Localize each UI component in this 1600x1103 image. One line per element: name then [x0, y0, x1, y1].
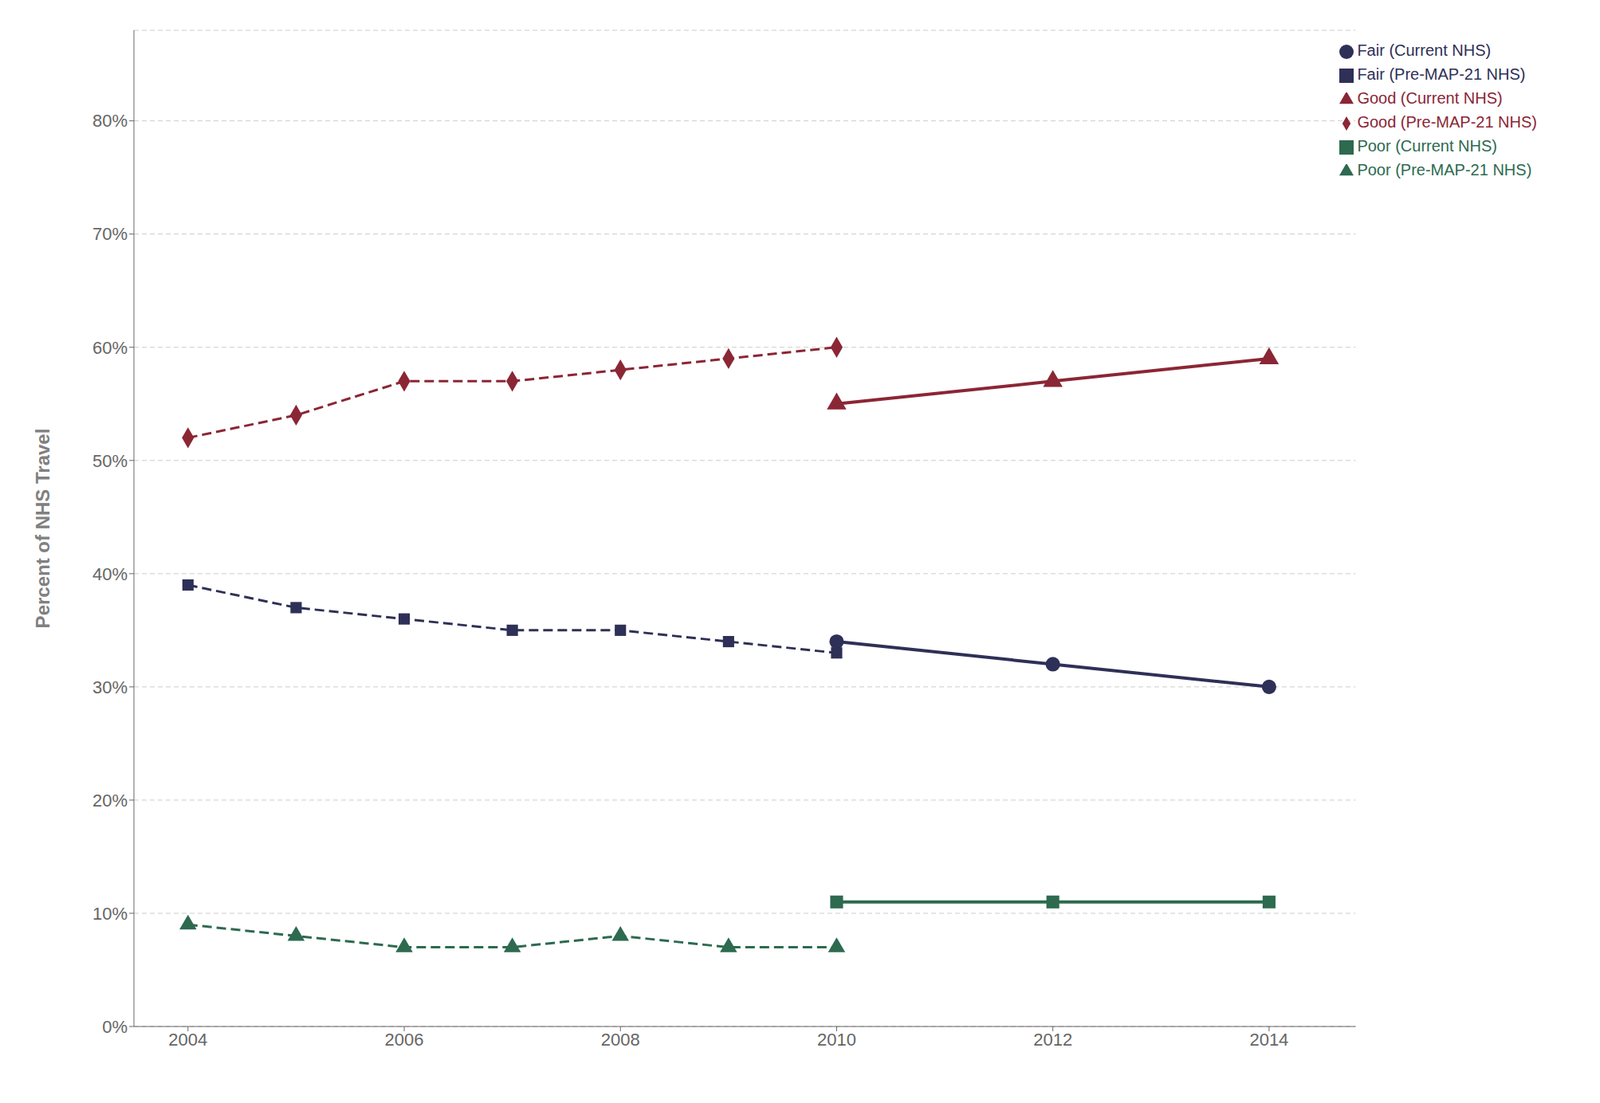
svg-text:2004: 2004 — [168, 1029, 208, 1050]
svg-text:10%: 10% — [92, 904, 128, 924]
svg-text:2010: 2010 — [817, 1029, 857, 1050]
svg-text:2014: 2014 — [1249, 1029, 1289, 1050]
svg-text:2012: 2012 — [1033, 1029, 1073, 1050]
svg-text:50%: 50% — [92, 451, 128, 472]
svg-text:20%: 20% — [92, 790, 128, 811]
svg-text:0%: 0% — [102, 1017, 128, 1038]
html-text:Poor (Pre-MAP-21 NHS): Poor (Pre-MAP-21 NHS) — [1357, 161, 1532, 179]
svg-text:2008: 2008 — [601, 1029, 641, 1050]
svg-text:30%: 30% — [92, 677, 128, 698]
svg-text:40%: 40% — [92, 564, 128, 585]
html-text:Fair (Pre-MAP-21 NHS): Fair (Pre-MAP-21 NHS) — [1357, 65, 1526, 83]
html-text:Good (Current NHS): Good (Current NHS) — [1357, 89, 1503, 107]
svg-text:60%: 60% — [92, 338, 128, 358]
html-text:Poor (Current NHS): Poor (Current NHS) — [1357, 137, 1498, 155]
svg-text:80%: 80% — [92, 110, 128, 131]
svg-text:Percent of NHS Travel: Percent of NHS Travel — [31, 428, 54, 629]
svg-text:2006: 2006 — [385, 1029, 425, 1050]
html-text:Fair (Current NHS): Fair (Current NHS) — [1357, 41, 1491, 59]
html-text:Good (Pre-MAP-21 NHS): Good (Pre-MAP-21 NHS) — [1357, 113, 1538, 131]
svg-text:70%: 70% — [92, 224, 128, 244]
